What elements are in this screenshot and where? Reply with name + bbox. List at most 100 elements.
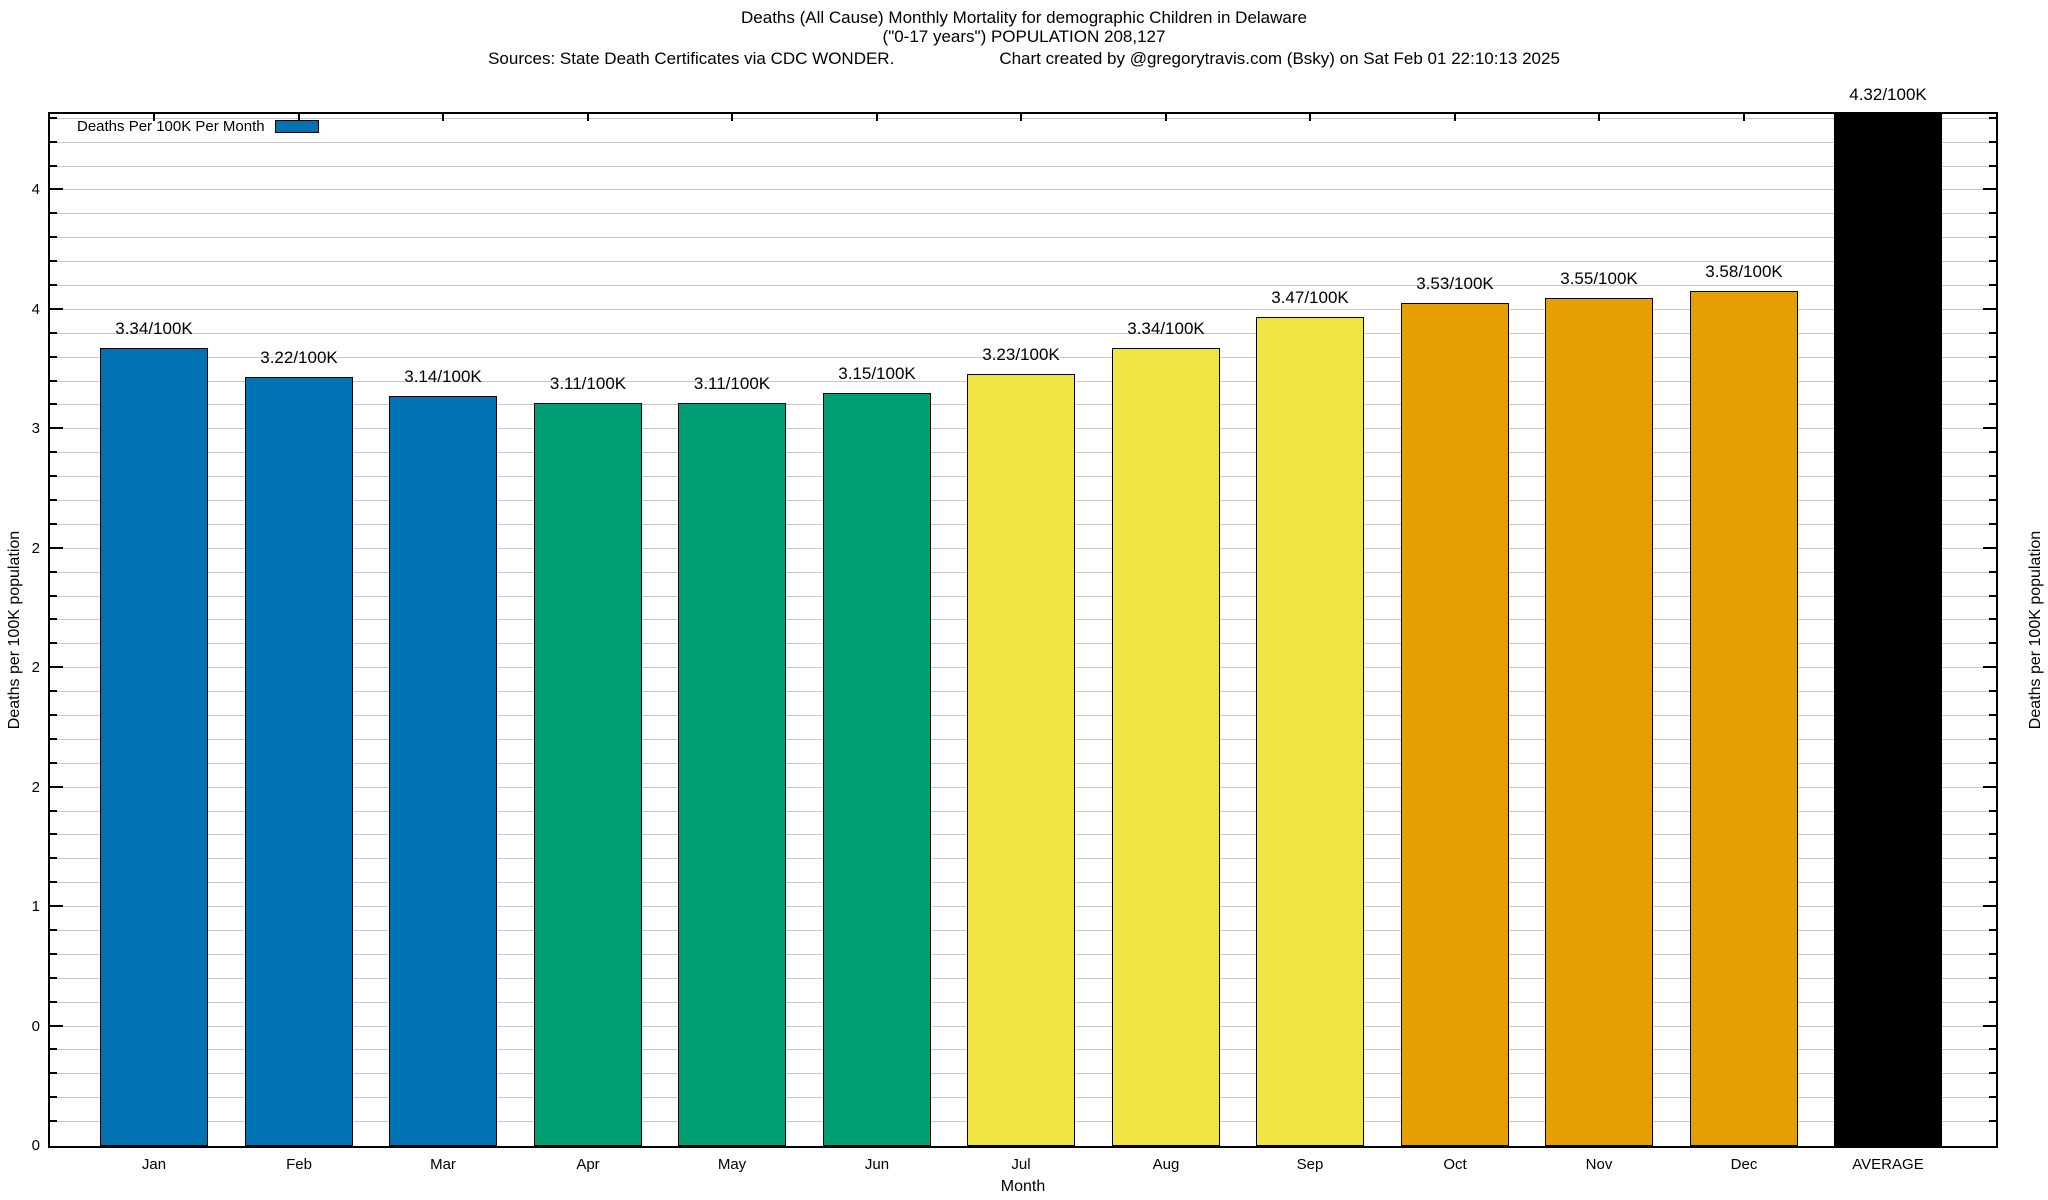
y-axis-title-right: Deaths per 100K population xyxy=(2027,530,2044,730)
y-axis-tick xyxy=(1983,188,1996,190)
y-axis-tick xyxy=(50,356,57,358)
y-tick-label: 4 xyxy=(31,181,40,198)
y-axis-tick xyxy=(50,523,57,525)
x-tick-label-may: May xyxy=(717,1156,747,1173)
gridline xyxy=(50,357,1996,358)
x-axis-tick xyxy=(1020,114,1022,121)
y-axis-tick xyxy=(50,284,57,286)
bar-value-label: 3.53/100K xyxy=(1416,274,1494,293)
y-axis-tick xyxy=(1989,833,1996,835)
y-axis-tick xyxy=(50,117,57,119)
chart-header: Deaths (All Cause) Monthly Mortality for… xyxy=(0,8,2048,46)
y-axis-tick xyxy=(50,833,57,835)
bar-value-label: 3.34/100K xyxy=(1127,319,1205,338)
y-axis-tick xyxy=(1989,953,1996,955)
x-tick-label-apr: Apr xyxy=(576,1156,600,1173)
bar-value-label: 3.23/100K xyxy=(982,345,1060,364)
bar-mar xyxy=(389,396,497,1146)
y-axis-tick xyxy=(1989,356,1996,358)
y-axis-tick xyxy=(1983,905,1996,907)
y-axis-tick xyxy=(1989,236,1996,238)
x-tick-label-dec: Dec xyxy=(1730,1156,1758,1173)
x-tick-label-aug: Aug xyxy=(1152,1156,1180,1173)
y-axis-title-left: Deaths per 100K population xyxy=(6,530,23,730)
y-axis-tick xyxy=(1989,141,1996,143)
gridline xyxy=(50,142,1996,143)
bar-jun xyxy=(823,393,931,1146)
bar-value-label: 3.14/100K xyxy=(404,367,482,386)
y-axis-tick xyxy=(1983,1025,1996,1027)
y-tick-label: 2 xyxy=(31,659,40,676)
y-axis-tick xyxy=(1983,308,1996,310)
legend-label: Deaths Per 100K Per Month xyxy=(77,118,265,135)
x-axis-tick xyxy=(298,114,300,121)
x-tick-label-feb: Feb xyxy=(286,1156,312,1173)
y-axis-tick xyxy=(50,451,57,453)
y-axis-tick xyxy=(1989,1072,1996,1074)
y-axis-tick xyxy=(50,188,63,190)
y-axis-tick xyxy=(50,380,57,382)
y-axis-tick xyxy=(50,1048,57,1050)
y-axis-tick xyxy=(50,165,57,167)
y-axis-tick xyxy=(50,714,57,716)
y-axis-tick xyxy=(50,977,57,979)
chart-source-left: Sources: State Death Certificates via CD… xyxy=(488,49,895,68)
x-axis-tick xyxy=(1165,114,1167,121)
y-axis-tick xyxy=(1989,523,1996,525)
y-axis-tick xyxy=(1989,690,1996,692)
x-axis-tick xyxy=(1598,114,1600,121)
y-axis-tick xyxy=(1989,1001,1996,1003)
bar-oct xyxy=(1401,303,1509,1146)
y-axis-tick xyxy=(50,260,57,262)
bar-value-label: 3.11/100K xyxy=(549,374,627,393)
bar-value-label: 3.34/100K xyxy=(115,319,193,338)
y-axis-tick xyxy=(1983,547,1996,549)
y-tick-label: 0 xyxy=(31,1137,40,1154)
y-axis-tick xyxy=(50,953,57,955)
y-axis-tick xyxy=(1989,165,1996,167)
bar-jan xyxy=(100,348,208,1146)
y-axis-tick xyxy=(50,595,57,597)
x-axis-tick xyxy=(731,114,733,121)
x-tick-label-jan: Jan xyxy=(141,1156,167,1173)
y-axis-tick xyxy=(50,1120,57,1122)
bar-average xyxy=(1834,114,1942,1146)
y-axis-tick xyxy=(1989,929,1996,931)
gridline xyxy=(50,237,1996,238)
y-axis-tick xyxy=(1989,571,1996,573)
y-axis-tick xyxy=(1989,881,1996,883)
y-tick-label: 3 xyxy=(31,420,40,437)
y-axis-tick xyxy=(1989,1048,1996,1050)
plot-area: 3.34/100K 3.22/100K 3.14/100K 3.11/100K 3.11… xyxy=(48,85,1998,1148)
bar-may xyxy=(678,403,786,1146)
y-tick-label: 4 xyxy=(31,301,40,318)
y-axis-tick xyxy=(50,1025,63,1027)
x-tick-label-jun: Jun xyxy=(864,1156,890,1173)
y-axis-tick xyxy=(50,618,57,620)
bar-value-label: 4.32/100K xyxy=(1849,85,1927,104)
x-axis-tick xyxy=(1454,114,1456,121)
y-axis-tick xyxy=(50,499,57,501)
y-axis-tick xyxy=(50,1001,57,1003)
y-axis-tick xyxy=(50,571,57,573)
y-axis-tick xyxy=(1989,714,1996,716)
y-axis-tick xyxy=(1989,117,1996,119)
y-axis-tick xyxy=(1989,403,1996,405)
x-tick-label-jul: Jul xyxy=(1011,1156,1031,1173)
x-axis-tick xyxy=(1309,114,1311,121)
chart-source-right: Chart created by @gregorytravis.com (Bsk… xyxy=(999,49,1560,68)
bar-value-label: 3.11/100K xyxy=(693,374,771,393)
bar-feb xyxy=(245,377,353,1146)
gridline xyxy=(50,261,1996,262)
y-axis-tick xyxy=(1983,427,1996,429)
y-axis-tick xyxy=(50,1096,57,1098)
bar-value-label: 3.55/100K xyxy=(1560,269,1638,288)
bar-aug xyxy=(1112,348,1220,1146)
y-axis-tick xyxy=(1989,499,1996,501)
x-tick-label-mar: Mar xyxy=(430,1156,456,1173)
y-axis-tick xyxy=(1989,595,1996,597)
y-axis-tick xyxy=(1989,977,1996,979)
y-axis-tick xyxy=(50,308,63,310)
legend-swatch xyxy=(274,120,319,133)
y-axis-tick xyxy=(1989,738,1996,740)
